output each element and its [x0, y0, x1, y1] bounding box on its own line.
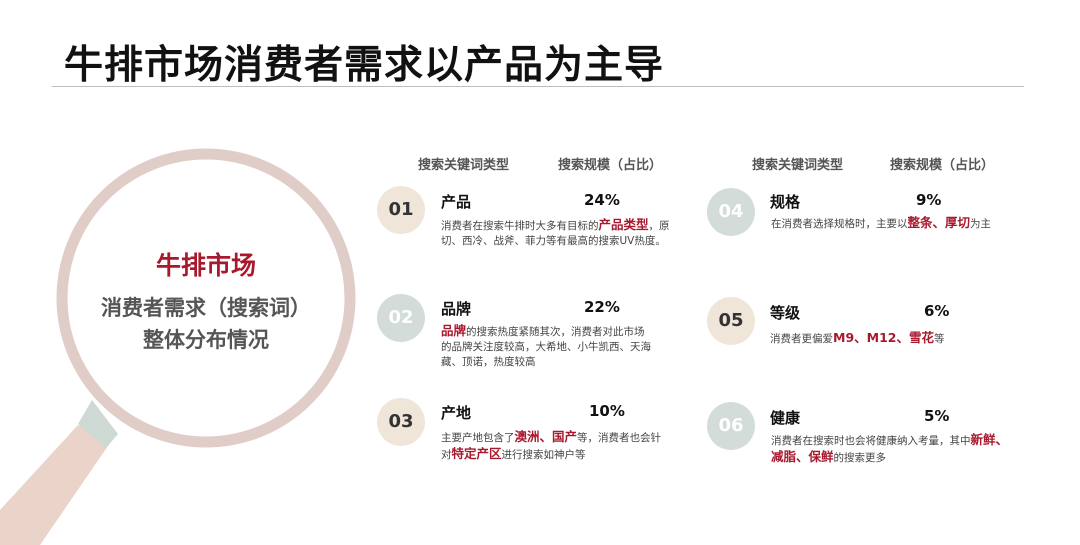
highlight-text: 品牌 [441, 323, 467, 338]
highlight-text: 整条、厚切 [907, 215, 971, 230]
item-category: 产品 [441, 193, 472, 211]
description-text: 进行搜索如神户等 [501, 449, 586, 461]
item-description: 在消费者选择规格时，主要以整条、厚切为主 [771, 215, 1031, 232]
item-description: 消费者在搜索牛排时大多有目标的产品类型，原切、西冷、战斧、菲力等有最高的搜索UV… [441, 217, 679, 249]
highlight-text: M9、M12、雪花 [833, 330, 934, 345]
description-text: 的搜索热度紧随其次，消费者对此市场的品牌关注度较高，大希地、小牛凯西、天海藏、顶… [441, 326, 651, 368]
item-percent: 6% [924, 302, 950, 320]
right-column-scale-header: 搜索规模（占比） [890, 158, 995, 173]
item-percent: 9% [916, 191, 942, 209]
page-title: 牛排市场消费者需求以产品为主导 [64, 43, 665, 88]
item-number-badge: 02 [377, 294, 425, 342]
lens-subheading: 消费者需求（搜索词） [101, 296, 311, 320]
item-description: 品牌的搜索热度紧随其次，消费者对此市场的品牌关注度较高，大希地、小牛凯西、天海藏… [441, 323, 653, 370]
item-category: 规格 [770, 193, 801, 211]
item-category: 品牌 [441, 300, 472, 318]
left-column-type-header: 搜索关键词类型 [418, 158, 510, 173]
right-column-type-header: 搜索关键词类型 [752, 158, 844, 173]
item-category: 健康 [770, 409, 801, 427]
item-description: 消费者更偏爱M9、M12、雪花等 [770, 330, 1020, 347]
item-category: 等级 [770, 304, 801, 322]
left-column-scale-header: 搜索规模（占比） [558, 158, 663, 173]
item-description: 消费者在搜索时也会将健康纳入考量，其中新鲜、减脂、保鲜的搜索更多 [771, 432, 1011, 466]
item-number-badge: 06 [707, 402, 755, 450]
description-text: 为主 [970, 218, 992, 230]
title-divider [52, 86, 1024, 87]
highlight-text: 特定产区 [451, 446, 502, 461]
description-text: 消费者在搜索时也会将健康纳入考量，其中 [771, 435, 971, 447]
description-text: 消费者更偏爱 [770, 333, 833, 345]
item-description: 主要产地包含了澳洲、国产等，消费者也会针对特定产区进行搜索如神户等 [441, 429, 663, 463]
item-number-badge: 01 [377, 186, 425, 234]
item-percent: 10% [589, 402, 625, 420]
description-text: 等 [933, 333, 945, 345]
description-text: 的搜索更多 [833, 452, 887, 464]
lens-heading: 牛排市场 [155, 251, 256, 280]
item-percent: 22% [584, 298, 620, 316]
magnifier-caption: 牛排市场 消费者需求（搜索词） 整体分布情况 [72, 246, 340, 356]
item-number-badge: 04 [707, 188, 755, 236]
item-number-badge: 03 [377, 398, 425, 446]
description-text: 主要产地包含了 [441, 432, 515, 444]
item-percent: 5% [924, 407, 950, 425]
description-text: 等，消费者也会针对 [441, 432, 662, 461]
item-percent: 24% [584, 191, 620, 209]
description-text: 在消费者选择规格时，主要以 [771, 218, 908, 230]
description-text: 消费者在搜索牛排时大多有目标的 [441, 220, 599, 232]
highlight-text: 产品类型 [598, 217, 649, 232]
highlight-text: 新鲜、减脂、保鲜 [771, 432, 1009, 464]
highlight-text: 澳洲、国产 [514, 429, 578, 444]
description-text: ，原切、西冷、战斧、菲力等有最高的搜索UV热度。 [441, 220, 670, 247]
item-category: 产地 [441, 404, 472, 422]
item-number-badge: 05 [707, 297, 755, 345]
lens-subheading-2: 整体分布情况 [143, 328, 269, 352]
